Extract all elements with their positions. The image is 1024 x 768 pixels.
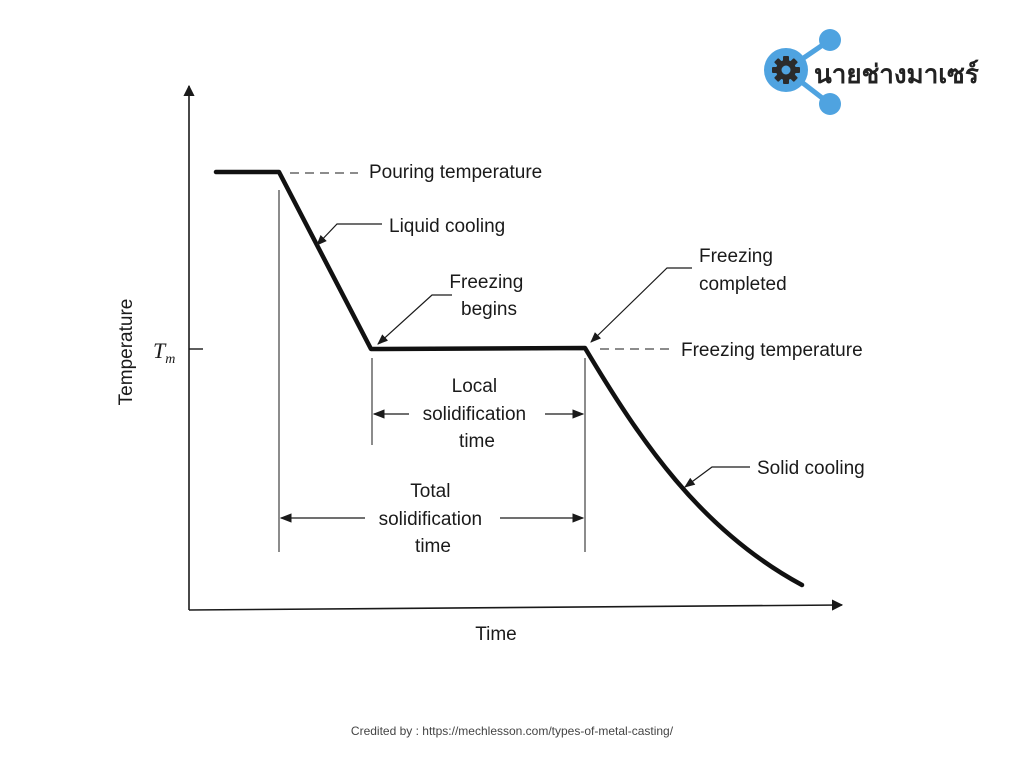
freezing-completed-pointer: [590, 267, 692, 343]
freezing-begins-pointer: [377, 294, 452, 345]
solid-cooling-label: Solid cooling: [757, 458, 865, 479]
brand-logo: [764, 29, 841, 115]
solid-cooling-pointer: [684, 466, 750, 488]
x-axis: [188, 599, 844, 611]
pouring-temperature-label: Pouring temperature: [369, 162, 542, 183]
tm-label: Tm: [153, 338, 175, 367]
total-solidification-label: Total solidification time: [379, 481, 488, 557]
y-axis-label: Temperature: [116, 299, 137, 406]
liquid-cooling-pointer: [316, 223, 382, 246]
cooling-curve: [213, 169, 805, 588]
x-axis-label: Time: [475, 624, 517, 645]
liquid-cooling-label: Liquid cooling: [389, 216, 505, 237]
credit-line: Credited by : https://mechlesson.com/typ…: [350, 724, 674, 738]
local-solidification-label: Local solidification time: [423, 376, 532, 452]
freezing-temperature-label: Freezing temperature: [681, 340, 863, 361]
gear-icon: [772, 56, 800, 84]
freezing-begins-label: Freezing begins: [449, 272, 528, 320]
freezing-completed-label: Freezing completed: [699, 246, 787, 295]
brand-logo-text: นายช่างมาเซร์: [814, 60, 979, 90]
